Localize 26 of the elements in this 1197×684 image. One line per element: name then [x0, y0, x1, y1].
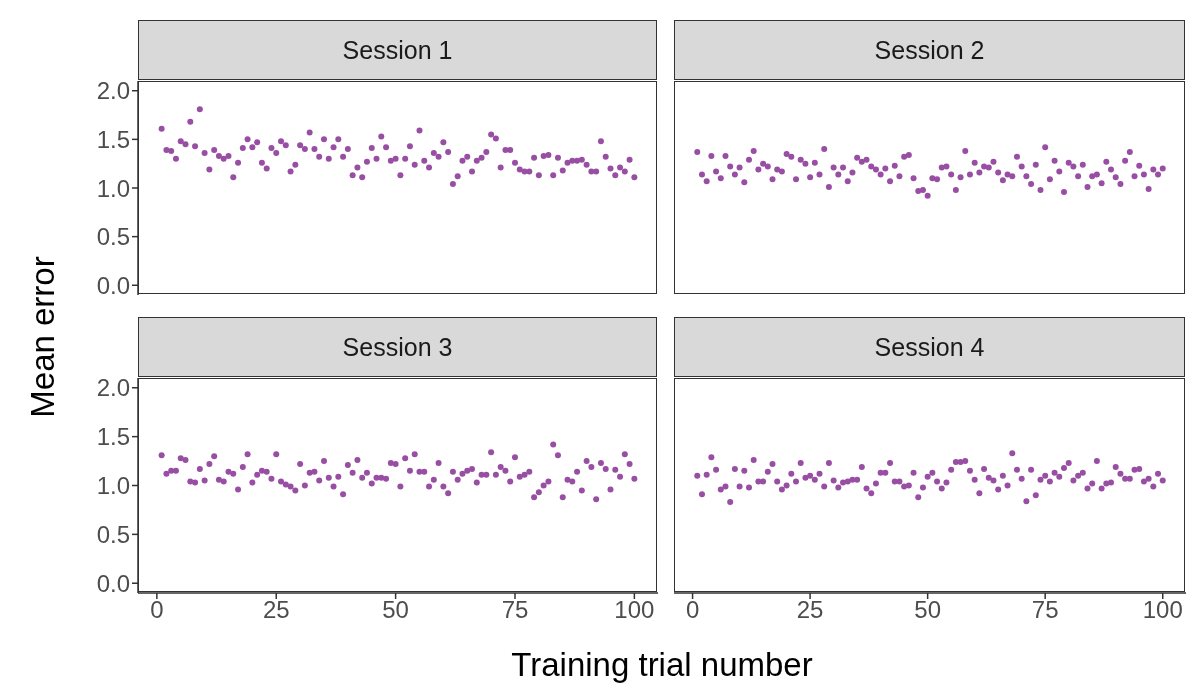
- x-tick-label: 75: [501, 596, 529, 624]
- chart-title: Session 2: [674, 20, 1185, 80]
- chart-title: Session 1: [138, 20, 657, 80]
- y-tick-label: 1.0: [96, 174, 130, 202]
- x-tick-label: 50: [914, 596, 941, 624]
- y-tick-label: 0.0: [96, 569, 130, 597]
- x-tick-label: 25: [796, 596, 824, 624]
- x-tick-label: 0: [150, 596, 164, 624]
- x-tick-label: 50: [382, 596, 409, 624]
- x-tick-label: 75: [1031, 596, 1059, 624]
- x-tick-label: 100: [614, 596, 655, 624]
- y-tick-label: 2.0: [96, 77, 130, 105]
- y-tick-label: 0.5: [96, 223, 130, 251]
- y-tick-label: 0.5: [96, 520, 130, 548]
- x-axis-title: Training trial number: [510, 646, 814, 684]
- chart-title: Session 4: [674, 317, 1185, 377]
- chart-title: Session 3: [138, 317, 657, 377]
- y-tick-label: 1.0: [96, 472, 130, 500]
- y-axis-title: Mean error: [23, 255, 62, 420]
- y-tick-label: 1.5: [96, 423, 130, 451]
- y-tick-label: 1.5: [96, 125, 130, 153]
- x-tick-label: 0: [685, 596, 700, 624]
- x-tick-label: 100: [1142, 596, 1183, 624]
- x-tick-label: 25: [262, 596, 290, 624]
- y-tick-label: 2.0: [96, 374, 130, 402]
- y-tick-label: 0.0: [96, 271, 130, 299]
